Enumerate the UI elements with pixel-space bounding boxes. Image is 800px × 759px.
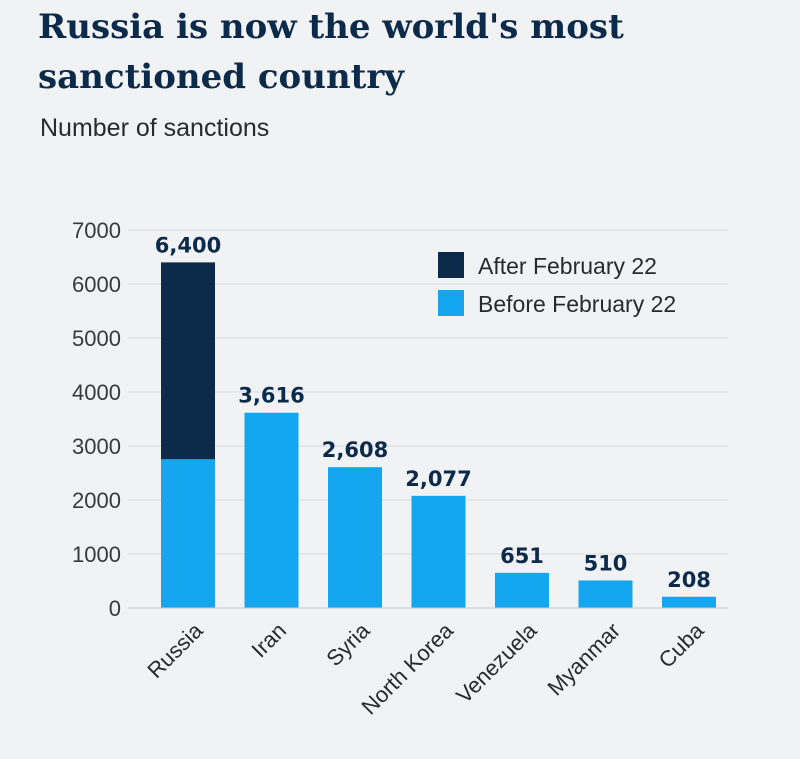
x-category-label: Syria [321,617,375,671]
y-tick-label: 3000 [72,434,121,459]
y-tick-label: 5000 [72,326,121,351]
x-category-label: Venezuela [451,617,542,708]
legend-swatch [438,290,464,316]
bar-venezuela-before [495,572,549,608]
y-tick-label: 6000 [72,272,121,297]
data-label: 651 [500,544,544,568]
data-label: 510 [584,551,628,575]
legend-label: Before February 22 [478,291,676,317]
x-category-label: North Korea [356,617,458,719]
x-category-label: Cuba [654,617,709,672]
chart-title: Russia is now the world's most sanctione… [38,7,624,97]
y-tick-label: 0 [109,596,121,621]
x-category-label: Iran [247,618,291,662]
bar-north-korea-before [411,495,466,608]
bar-cuba-before [662,596,716,608]
bar-myanmar-before [578,580,633,608]
legend-label: After February 22 [478,253,657,279]
y-tick-label: 4000 [72,380,121,405]
data-label: 3,616 [238,384,304,408]
chart-subtitle: Number of sanctions [40,114,270,142]
legend-swatch [438,252,464,278]
y-tick-label: 2000 [72,488,121,513]
bar-iran-before [244,412,299,608]
x-category-label: Russia [142,617,208,683]
y-tick-label: 7000 [72,218,121,243]
data-label: 2,077 [405,467,471,491]
bar-russia-after [161,262,215,460]
data-label: 2,608 [322,438,388,462]
bar-russia-before [161,459,215,608]
x-category-label: Myanmar [543,618,626,701]
bar-syria-before [328,467,382,608]
y-tick-label: 1000 [72,542,121,567]
data-label: 208 [667,568,711,592]
data-label: 6,400 [155,233,221,257]
